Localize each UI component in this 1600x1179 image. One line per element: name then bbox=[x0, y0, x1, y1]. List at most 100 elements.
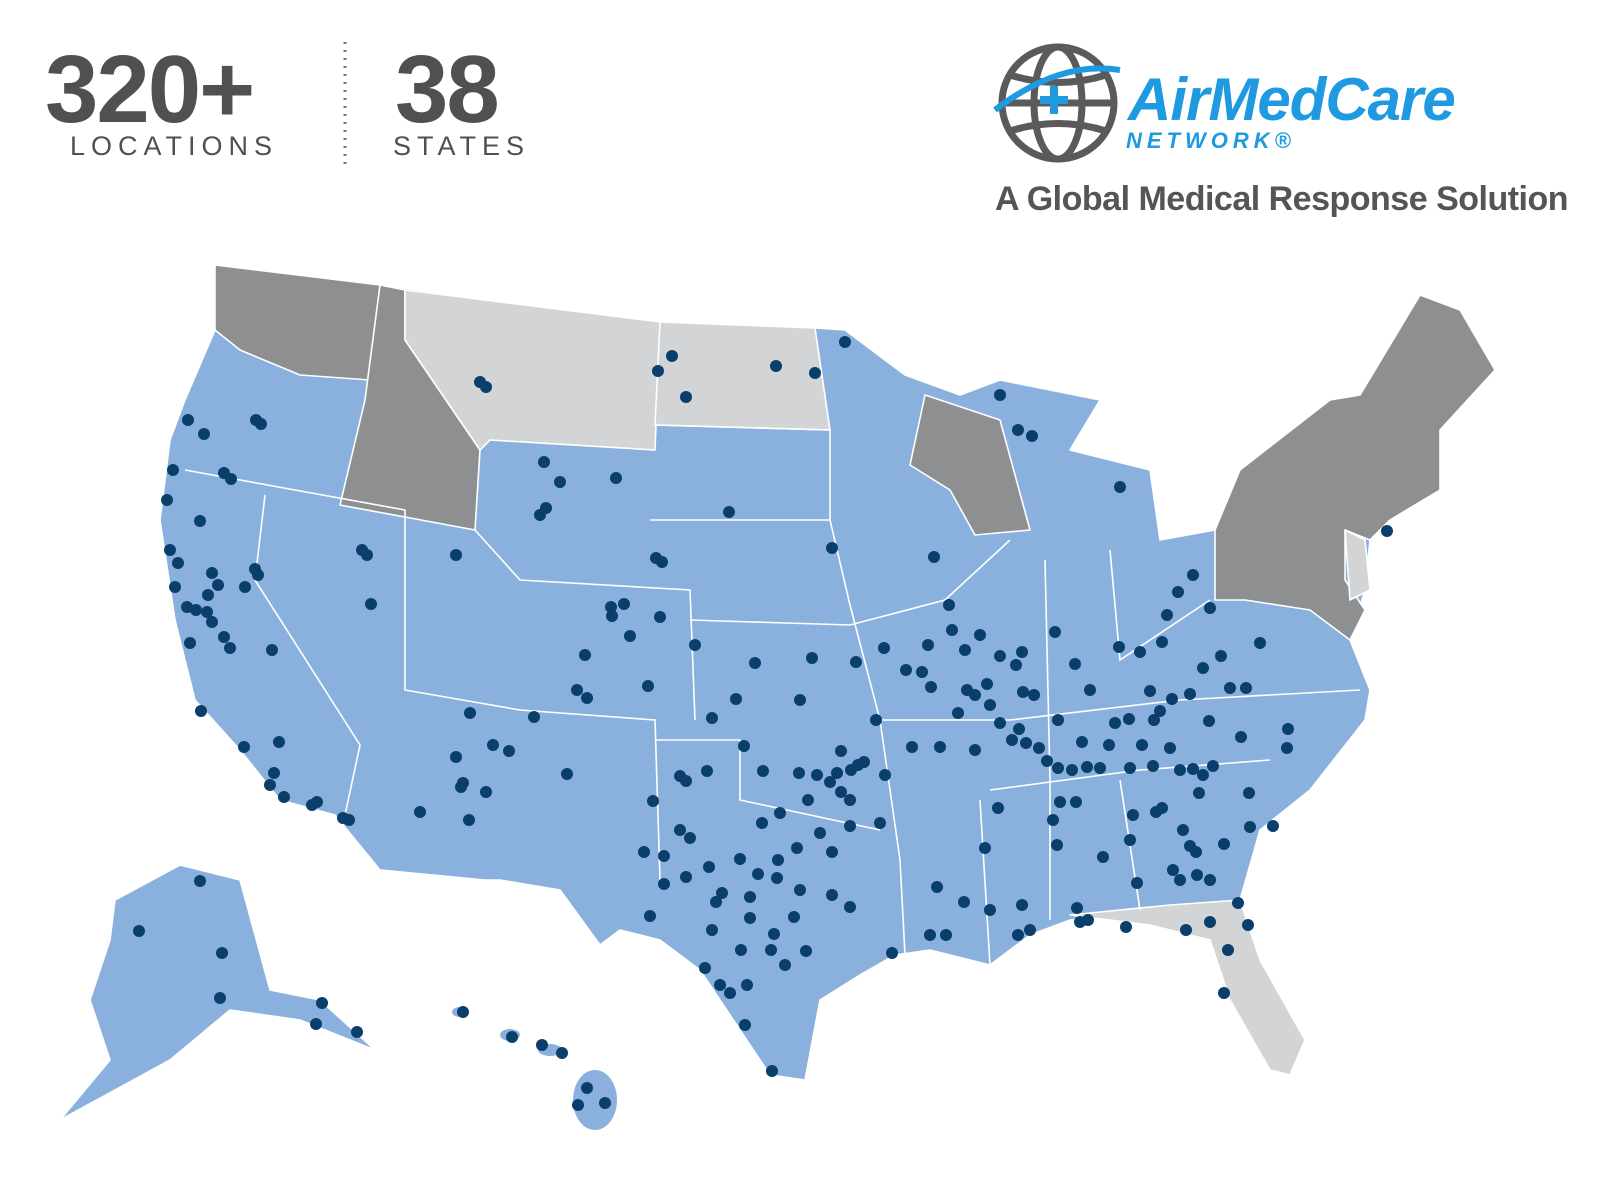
location-dot bbox=[874, 817, 886, 829]
location-dot bbox=[647, 795, 659, 807]
location-dot bbox=[1041, 755, 1053, 767]
location-dot bbox=[1172, 586, 1184, 598]
location-dot bbox=[835, 745, 847, 757]
location-dot bbox=[554, 476, 566, 488]
location-dot bbox=[793, 767, 805, 779]
location-dot bbox=[1097, 851, 1109, 863]
location-dot bbox=[940, 929, 952, 941]
brand-subname: NETWORK® bbox=[1126, 128, 1296, 153]
location-dot bbox=[195, 705, 207, 717]
location-dot bbox=[1244, 821, 1256, 833]
location-dot bbox=[979, 842, 991, 854]
location-dot bbox=[1134, 646, 1146, 658]
location-dot bbox=[771, 872, 783, 884]
location-dot bbox=[1156, 802, 1168, 814]
location-dot bbox=[252, 569, 264, 581]
location-dot bbox=[1281, 742, 1293, 754]
location-dot bbox=[952, 707, 964, 719]
northeast bbox=[1214, 294, 1496, 641]
location-dot bbox=[811, 769, 823, 781]
location-dot bbox=[182, 414, 194, 426]
state-borders bbox=[184, 424, 1361, 966]
location-dot bbox=[133, 925, 145, 937]
location-dot bbox=[1103, 739, 1115, 751]
location-dot bbox=[1180, 924, 1192, 936]
location-dot bbox=[666, 350, 678, 362]
brand-name: AirMedCare bbox=[1126, 66, 1455, 133]
location-dot bbox=[198, 428, 210, 440]
location-dot bbox=[638, 846, 650, 858]
location-dot bbox=[1114, 481, 1126, 493]
location-dot bbox=[450, 751, 462, 763]
location-dot bbox=[1148, 714, 1160, 726]
location-dot bbox=[772, 854, 784, 866]
location-dot bbox=[768, 928, 780, 940]
location-dot bbox=[802, 794, 814, 806]
location-dot bbox=[1204, 602, 1216, 614]
location-dot bbox=[766, 1065, 778, 1077]
location-dot bbox=[1051, 839, 1063, 851]
location-dot bbox=[644, 910, 656, 922]
location-dot bbox=[1094, 762, 1106, 774]
location-dot bbox=[723, 506, 735, 518]
location-dot bbox=[464, 707, 476, 719]
location-dot bbox=[738, 740, 750, 752]
location-dot bbox=[579, 649, 591, 661]
logo: AirMedCare NETWORK® A Global Medical Res… bbox=[993, 43, 1569, 218]
location-dot bbox=[1066, 764, 1078, 776]
location-dot bbox=[744, 912, 756, 924]
location-dot bbox=[1187, 763, 1199, 775]
location-dot bbox=[1109, 717, 1121, 729]
location-dot bbox=[528, 711, 540, 723]
location-dot bbox=[749, 657, 761, 669]
location-dot bbox=[739, 1019, 751, 1031]
location-dot bbox=[735, 944, 747, 956]
location-dot bbox=[756, 817, 768, 829]
location-dot bbox=[1232, 897, 1244, 909]
location-dot bbox=[1010, 659, 1022, 671]
location-dot bbox=[343, 814, 355, 826]
location-dot bbox=[581, 1082, 593, 1094]
contiguous-us bbox=[159, 264, 1496, 1081]
location-dot bbox=[1017, 686, 1029, 698]
location-dot bbox=[273, 736, 285, 748]
location-dot bbox=[684, 832, 696, 844]
location-dot bbox=[844, 794, 856, 806]
location-dot bbox=[1054, 796, 1066, 808]
location-dot bbox=[1187, 569, 1199, 581]
location-dot bbox=[794, 694, 806, 706]
locations-label: LOCATIONS bbox=[70, 131, 278, 161]
location-dot bbox=[1006, 734, 1018, 746]
location-dot bbox=[1161, 609, 1173, 621]
location-dot bbox=[1174, 874, 1186, 886]
location-dot bbox=[361, 549, 373, 561]
location-dot bbox=[1113, 641, 1125, 653]
location-dot bbox=[925, 681, 937, 693]
location-dot bbox=[172, 557, 184, 569]
states-label: STATES bbox=[393, 131, 530, 161]
location-dot bbox=[943, 599, 955, 611]
stats: 320+ LOCATIONS 38 STATES bbox=[45, 36, 530, 170]
location-dot bbox=[809, 367, 821, 379]
location-dot bbox=[1164, 742, 1176, 754]
location-dot bbox=[167, 464, 179, 476]
location-dot bbox=[674, 770, 686, 782]
location-dot bbox=[214, 992, 226, 1004]
location-dot bbox=[538, 456, 550, 468]
location-dot bbox=[703, 861, 715, 873]
location-dot bbox=[984, 699, 996, 711]
location-dot bbox=[852, 759, 864, 771]
location-dot bbox=[814, 827, 826, 839]
location-dot bbox=[239, 581, 251, 593]
location-dot bbox=[906, 741, 918, 753]
location-dot bbox=[278, 791, 290, 803]
location-dot bbox=[194, 515, 206, 527]
location-dot bbox=[255, 418, 267, 430]
location-dot bbox=[1203, 715, 1215, 727]
location-dot bbox=[487, 739, 499, 751]
location-dot bbox=[844, 901, 856, 913]
location-dot bbox=[946, 624, 958, 636]
location-dot bbox=[800, 945, 812, 957]
location-dot bbox=[561, 768, 573, 780]
